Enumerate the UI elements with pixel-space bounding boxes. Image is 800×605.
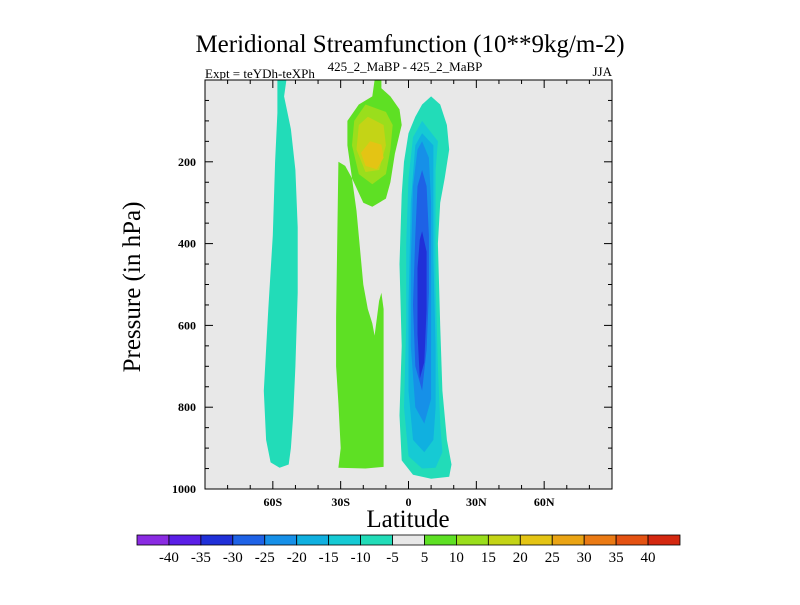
colorbar-label: 35 [609, 550, 624, 566]
colorbar-box [456, 534, 489, 546]
colorbar-box [583, 534, 617, 546]
plot-area: 60S 30S 0 30N 60N 200 400 600 800 1000 [172, 79, 613, 509]
colorbar-label: -20 [287, 550, 307, 566]
colorbar-label: 15 [481, 550, 496, 566]
colorbar-box [615, 534, 649, 546]
colorbar-label: 5 [421, 550, 429, 566]
colorbar-label: 20 [513, 550, 528, 566]
colorbar-box [136, 534, 170, 546]
chart-title: Meridional Streamfunction (10**9kg/m-2) [195, 31, 624, 58]
y-tick-label: 200 [178, 155, 196, 169]
colorbar-box [168, 534, 202, 546]
colorbar-label: -40 [159, 550, 179, 566]
y-tick-label: 1000 [172, 482, 196, 496]
colorbar-box [232, 534, 266, 546]
subtitle-right: JJA [592, 64, 612, 79]
colorbar-label: -30 [223, 550, 243, 566]
colorbar-box [551, 534, 585, 546]
axis-ticks: 60S 30S 0 30N 60N 200 400 600 800 1000 [172, 79, 613, 509]
x-tick-label: 60S [263, 495, 282, 509]
colorbar-label: -35 [191, 550, 211, 566]
colorbar-label: 10 [449, 550, 464, 566]
colorbar-label: 25 [545, 550, 560, 566]
colorbar-box [519, 534, 553, 546]
y-tick-label: 600 [178, 318, 196, 332]
subtitle-left: Expt = teYDh-teXPh [205, 66, 315, 81]
colorbar-box [424, 534, 457, 546]
y-axis-label: Pressure (in hPa) [119, 202, 146, 373]
colorbar-box [296, 534, 330, 546]
x-tick-label: 0 [406, 495, 412, 509]
x-tick-label: 30N [466, 495, 487, 509]
y-tick-label: 400 [178, 237, 196, 251]
x-tick-label: 30S [331, 495, 350, 509]
colorbar-label: 30 [577, 550, 592, 566]
colorbar: -40 -35 -30 -25 -20 -15 -10 -5 5 10 15 20 25 30 35 40 [136, 534, 681, 566]
colorbar-box [647, 534, 681, 546]
contour-region-upper-positive-20 [361, 141, 384, 170]
colorbar-label: 40 [641, 550, 656, 566]
colorbar-box [328, 534, 361, 546]
colorbar-box [487, 534, 521, 546]
colorbar-label: -25 [255, 550, 275, 566]
contour-region-sh-positive-tongue [263, 80, 298, 468]
contour-region-nh-negative-30 [417, 231, 427, 379]
colorbar-box [264, 534, 298, 546]
colorbar-label: -15 [319, 550, 339, 566]
colorbar-box [392, 534, 425, 546]
x-tick-label: 60N [534, 495, 555, 509]
colorbar-box [360, 534, 393, 546]
y-tick-label: 800 [178, 400, 196, 414]
colorbar-box [200, 534, 234, 546]
contour-region-sh-band-5 [336, 161, 384, 469]
subtitle-center: 425_2_MaBP - 425_2_MaBP [328, 59, 483, 74]
contour-regions [263, 80, 452, 479]
colorbar-label: -10 [351, 550, 371, 566]
colorbar-label: -5 [386, 550, 399, 566]
x-axis-label: Latitude [366, 506, 449, 533]
